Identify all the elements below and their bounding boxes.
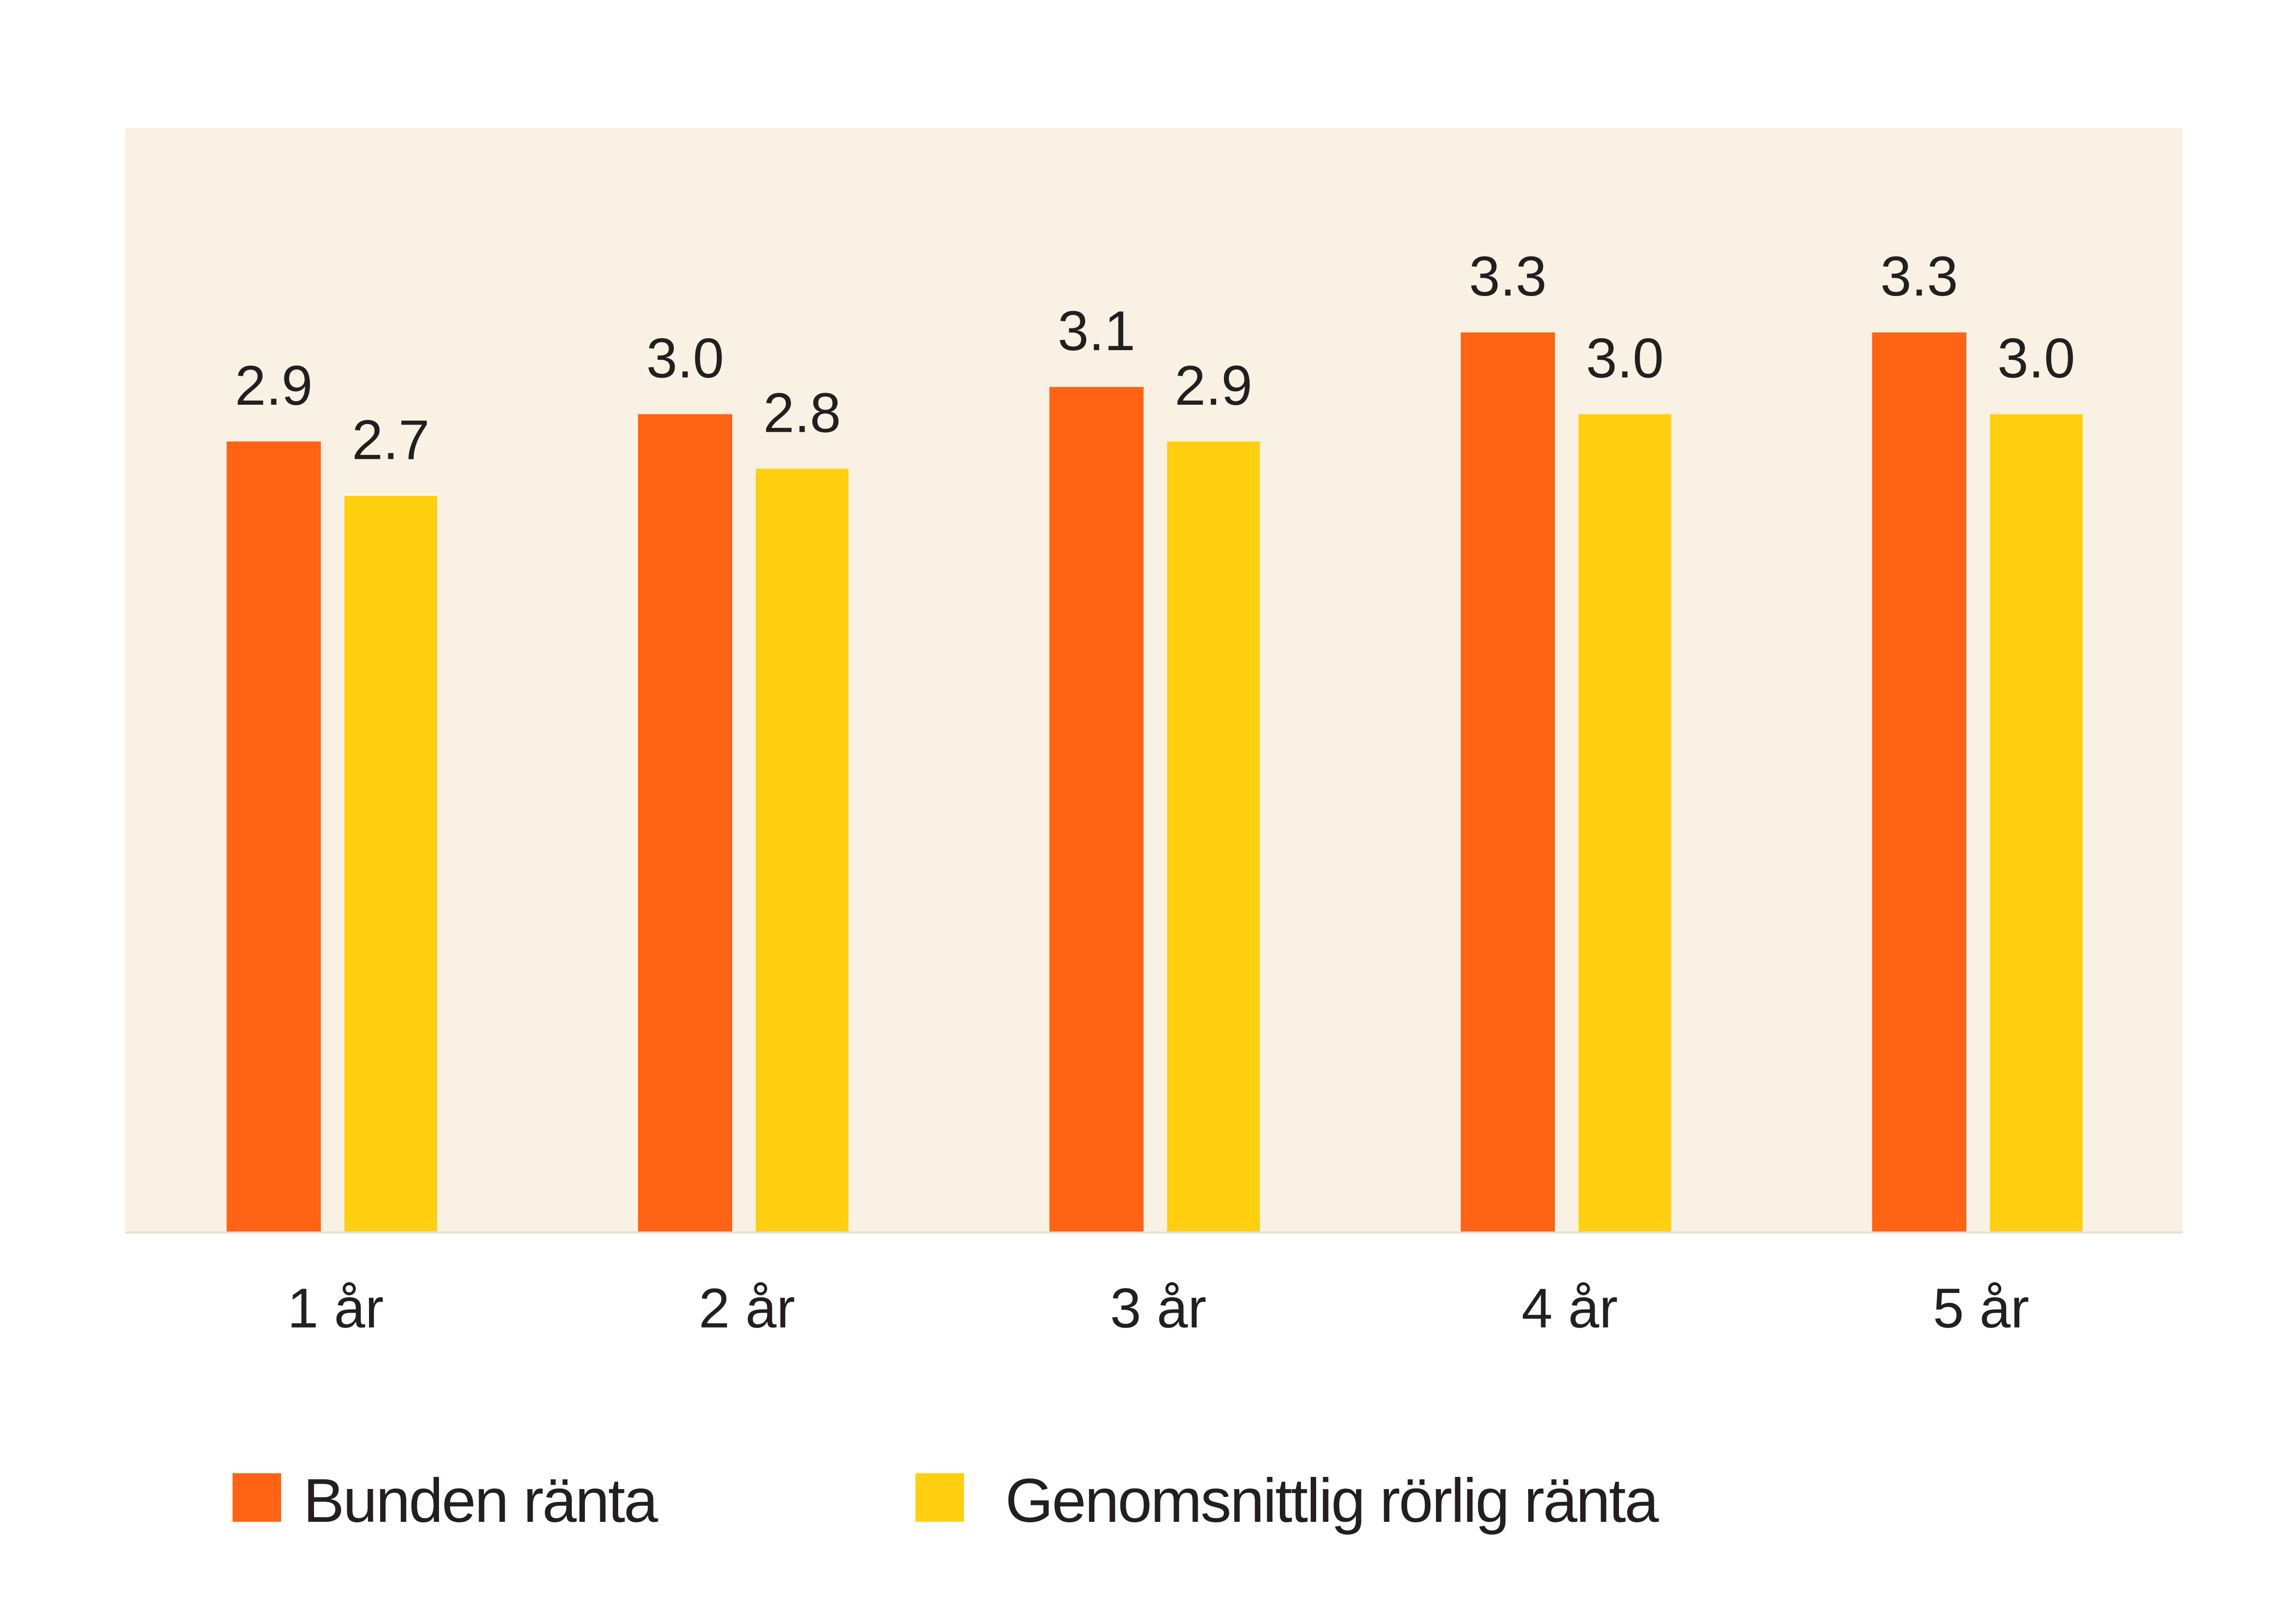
legend-label-bunden: Bunden ränta: [303, 1466, 659, 1535]
x-tick-labels: 1 år 2 år 3 år 4 år 5 år: [287, 1277, 2029, 1340]
plot-background: [125, 128, 2183, 1232]
bar-bunden-3: [1049, 387, 1144, 1232]
x-tick-label: 2 år: [699, 1277, 795, 1340]
x-tick-label: 3 år: [1110, 1277, 1207, 1340]
legend-swatch-bunden: [232, 1473, 282, 1522]
legend-label-rorlig: Genomsnittlig rörlig ränta: [1005, 1466, 1659, 1535]
bars-group: 2.9 2.7 3.0 2.8 3.1 2.9 3.3 3.0 3.3 3.0: [227, 245, 2083, 1232]
x-tick-label: 5 år: [1933, 1277, 2029, 1340]
data-label: 3.0: [1998, 326, 2075, 389]
data-label: 3.3: [1469, 245, 1547, 308]
data-label: 2.8: [763, 381, 841, 444]
bar-bunden-2: [638, 414, 733, 1232]
data-label: 3.0: [646, 326, 724, 389]
bar-rorlig-3: [1167, 441, 1260, 1232]
bar-bunden-1: [227, 441, 321, 1232]
x-tick-label: 4 år: [1521, 1277, 1618, 1340]
legend: Bunden ränta Genomsnittlig rörlig ränta: [232, 1466, 1661, 1535]
bar-rorlig-4: [1578, 414, 1672, 1232]
bar-rorlig-2: [755, 468, 849, 1232]
data-label: 2.9: [235, 354, 312, 417]
x-tick-label: 1 år: [287, 1277, 384, 1340]
bar-bunden-4: [1460, 332, 1555, 1232]
bar-rorlig-1: [344, 496, 438, 1232]
data-label: 3.1: [1058, 299, 1135, 362]
data-label: 3.0: [1586, 326, 1664, 389]
data-label: 2.9: [1175, 354, 1252, 417]
legend-swatch-rorlig: [915, 1473, 964, 1522]
bar-rorlig-5: [1990, 414, 2083, 1232]
bar-bunden-5: [1872, 332, 1967, 1232]
data-label: 3.3: [1880, 245, 1958, 308]
data-label: 2.7: [352, 409, 430, 471]
